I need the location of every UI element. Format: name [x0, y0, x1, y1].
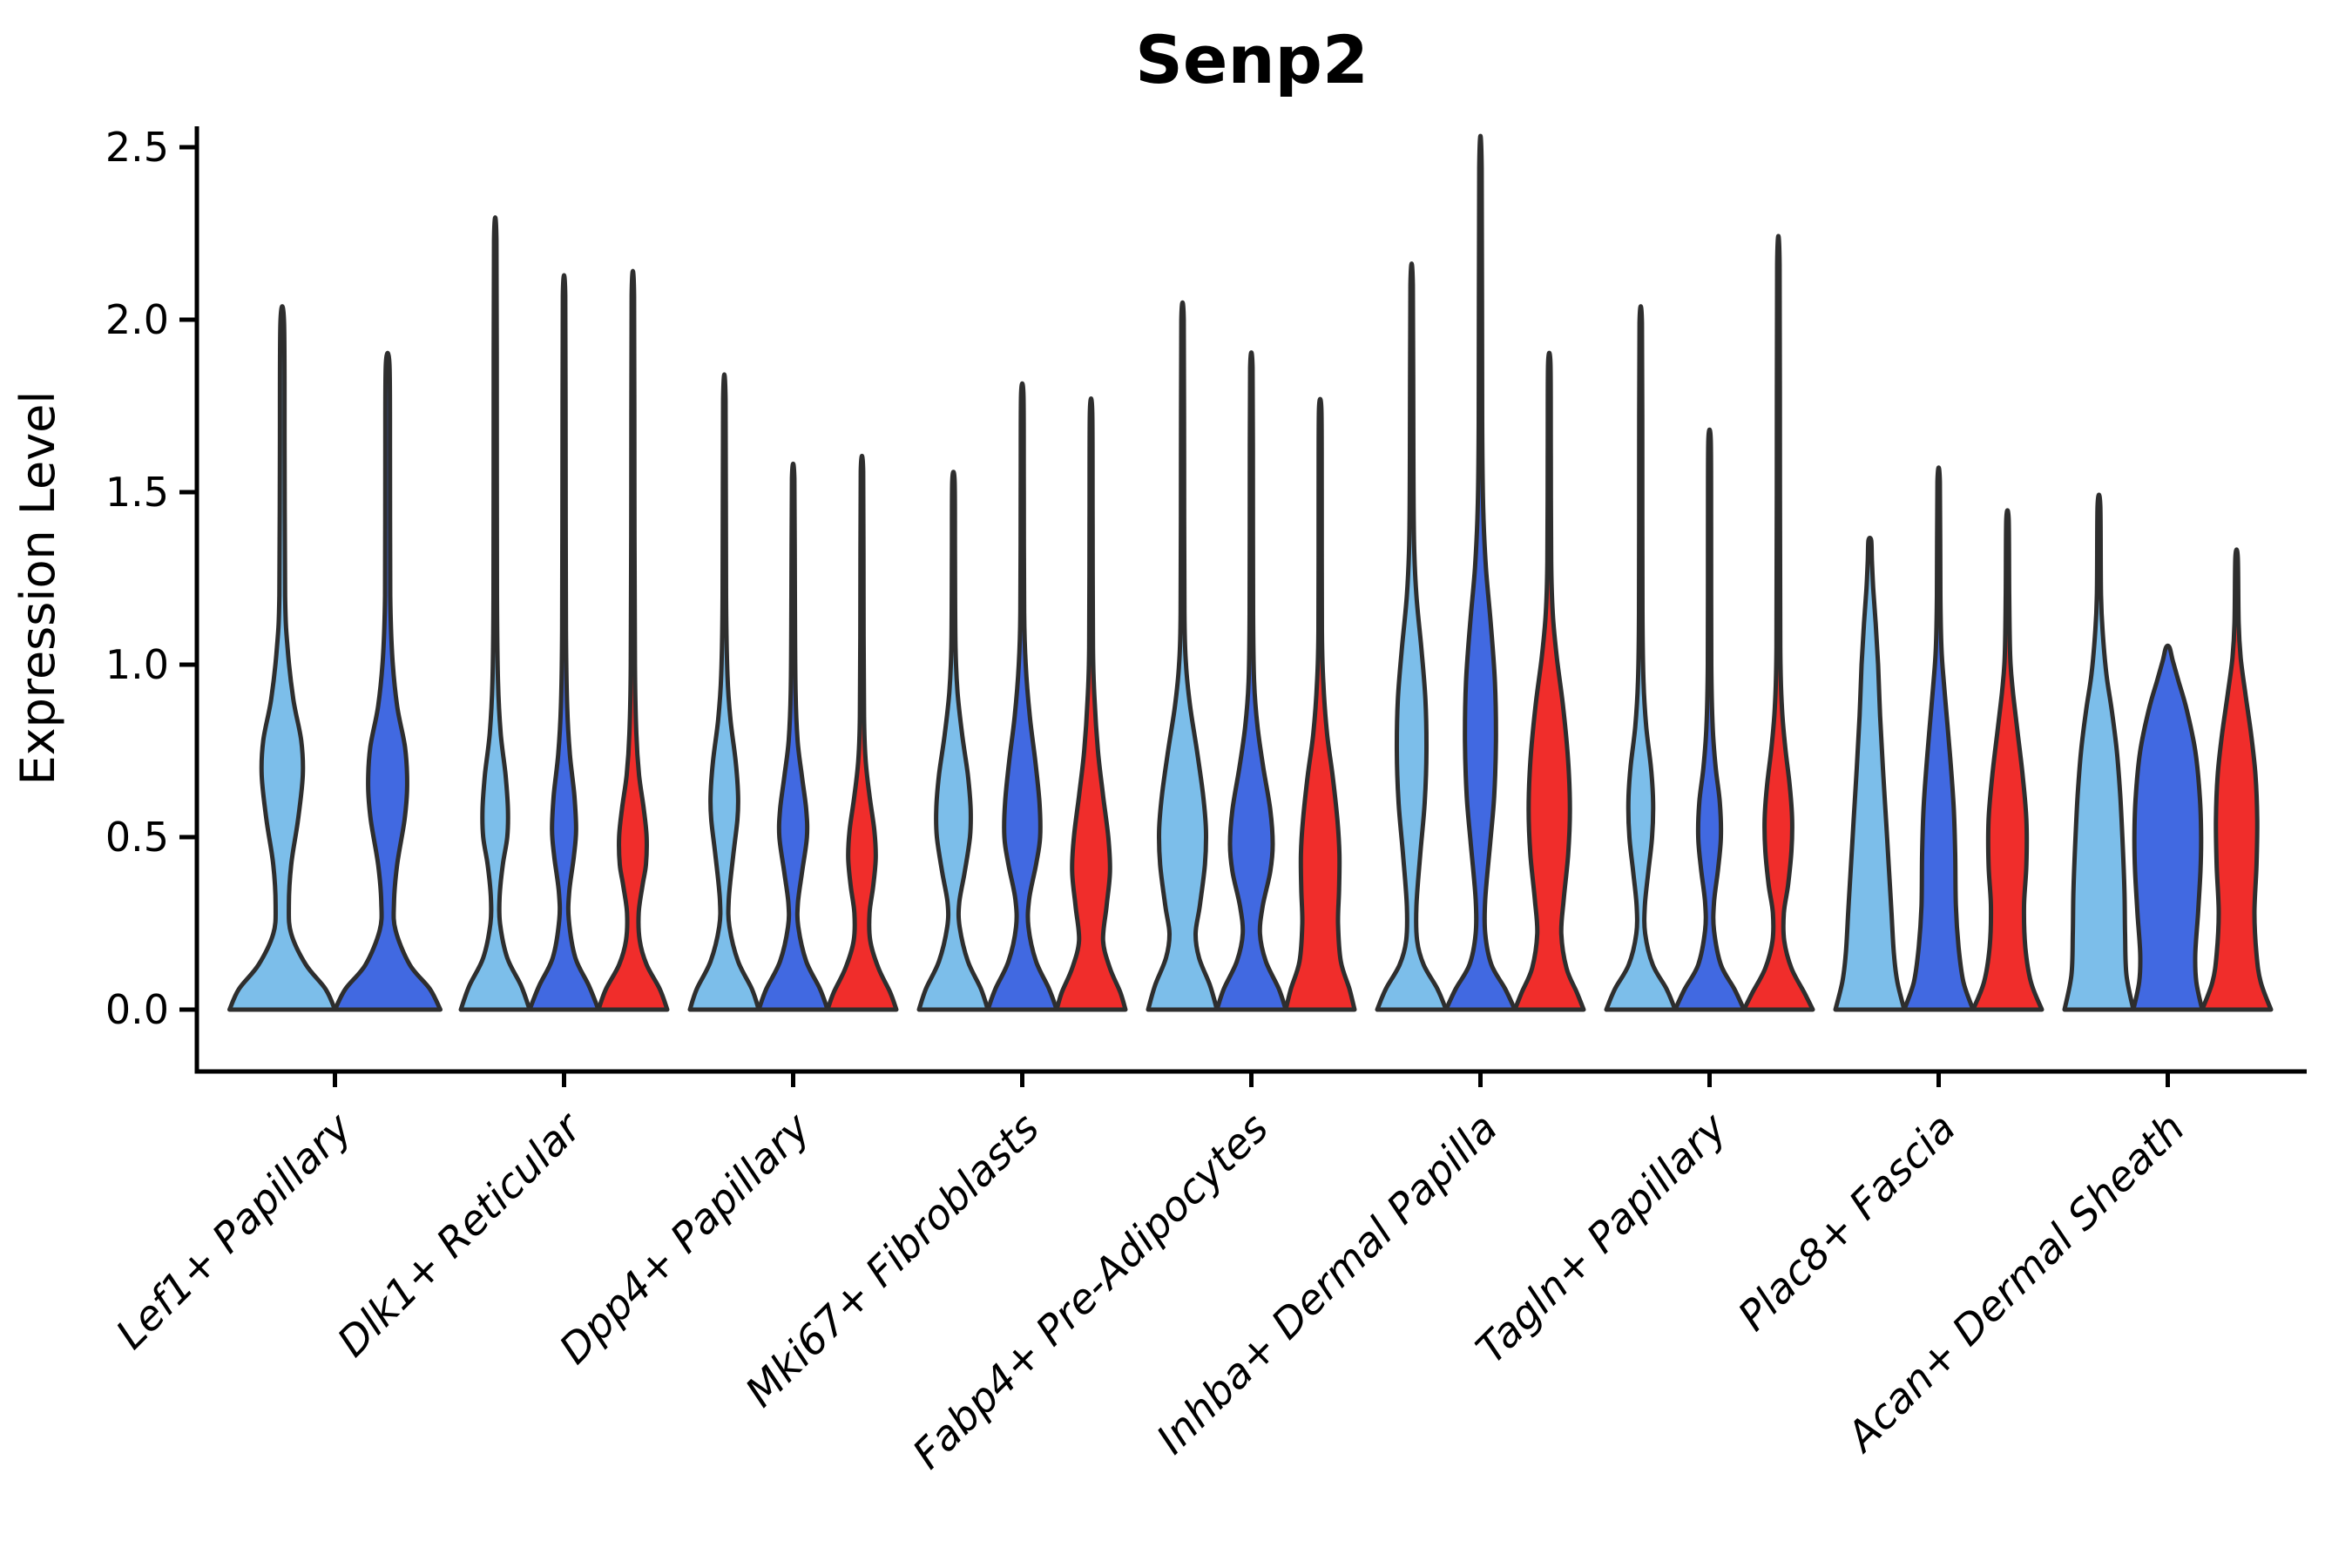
violin-dlk1-reticular-s3	[596, 268, 670, 1012]
y-tick-label: 2.5	[105, 124, 169, 171]
violin-dpp4-papillary-s3	[825, 453, 899, 1012]
violin-plac8-fascia-s3	[1970, 508, 2044, 1012]
violin-dpp4-papillary-s2	[756, 461, 830, 1012]
y-tick-label: 1.0	[105, 641, 169, 688]
y-axis-label: Expression Level	[10, 391, 65, 786]
x-tick-label: Dpp4+ Papillary	[551, 1104, 821, 1374]
violin-plac8-fascia-s2	[1902, 465, 1976, 1012]
x-tick-label: Lef1+ Papillary	[107, 1104, 362, 1359]
y-tick-label: 0.5	[105, 814, 169, 861]
violin-fabp4-pre-adipocytes-s1	[1146, 300, 1220, 1012]
y-tick-label: 0.0	[105, 986, 169, 1033]
violin-acan-dermal-sheath-s3	[2200, 547, 2274, 1012]
violin-acan-dermal-sheath-s2	[2131, 643, 2205, 1012]
violin-mki67-fibroblasts-s1	[916, 470, 990, 1012]
x-tick-label: Tagln+ Papillary	[1467, 1104, 1737, 1374]
violin-tagln-papillary-s3	[1741, 233, 1815, 1012]
violin-tagln-papillary-s1	[1604, 304, 1678, 1012]
violin-fabp4-pre-adipocytes-s2	[1214, 350, 1288, 1012]
violin-inhba-dermal-papilla-s3	[1512, 350, 1586, 1012]
violin-lef1-papillary-s2	[333, 350, 443, 1012]
violin-tagln-papillary-s2	[1673, 427, 1747, 1012]
violin-mki67-fibroblasts-s3	[1054, 396, 1128, 1012]
plot-title: Senp2	[1135, 21, 1369, 98]
violin-fabp4-pre-adipocytes-s3	[1283, 396, 1357, 1012]
x-tick-label: Dlk1+ Reticular	[328, 1103, 592, 1367]
violin-acan-dermal-sheath-s1	[2062, 492, 2136, 1012]
y-tick-label: 2.0	[105, 296, 169, 343]
violin-mki67-fibroblasts-s2	[985, 381, 1059, 1012]
y-tick-label: 1.5	[105, 469, 169, 516]
violin-dlk1-reticular-s2	[527, 273, 601, 1012]
violin-plac8-fascia-s1	[1833, 535, 1907, 1012]
y-axis-ticks: 0.0 0.5 1.0 1.5 2.0 2.5	[105, 124, 197, 1033]
violin-dpp4-papillary-s1	[687, 372, 761, 1012]
violin-lef1-papillary-s1	[227, 304, 337, 1012]
violin-inhba-dermal-papilla-s1	[1375, 261, 1449, 1012]
violin-dlk1-reticular-s1	[458, 215, 532, 1012]
violin-series	[227, 133, 2274, 1012]
violin-inhba-dermal-papilla-s2	[1443, 133, 1517, 1012]
x-tick-label: Plac8+ Fascia	[1729, 1105, 1965, 1341]
